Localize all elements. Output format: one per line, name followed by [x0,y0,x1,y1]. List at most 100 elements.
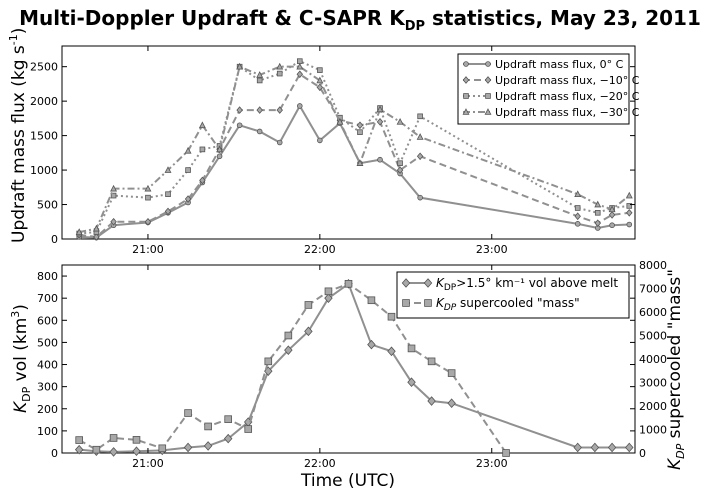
updraft-legend-label-1: Updraft mass flux, −10° C [495,74,640,87]
x-axis-label: Time (UTC) [300,471,395,491]
kdp-ytick-label: 600 [37,314,58,327]
kdp-legend-label-0: KDP>1.5° km⁻¹ vol above melt [436,276,618,293]
kdp-y2tick-label: 8000 [639,259,667,272]
updraft-series-0-point [377,156,383,163]
updraft-series-3-point [184,146,192,154]
updraft-series-2-point [397,160,403,166]
updraft-series-1-point [164,207,172,216]
updraft-series-1-point [626,208,633,217]
updraft-ytick-label: 1000 [30,164,58,177]
updraft-series-1-point [608,211,616,219]
updraft-legend-marker-3 [484,108,492,115]
updraft-series-1-point [296,70,304,79]
updraft-xtick-label: 22:00 [304,243,336,256]
kdp-panel: 0 100 200 300 400 500 600 700 800 0 1000 2000 3000 4… [9,259,687,491]
updraft-series-0-point [317,137,323,144]
updraft-series-0-line [79,103,630,239]
updraft-series-3-line [78,65,630,234]
kdp-y2tick-label: 7000 [639,283,667,296]
updraft-series-1-point [93,233,100,241]
updraft-ytick-label: 2000 [30,95,58,108]
kdp-legend: KDP>1.5° km⁻¹ vol above melt KDP supercoo… [396,271,630,319]
updraft-series-0-point [296,103,303,109]
updraft-series-1-point [396,166,404,174]
kdp-y2tick-label: 3000 [639,377,667,390]
kdp-series-1-point [427,357,436,366]
kdp-y-axis-label: KDP vol (km3) [9,304,33,413]
updraft-series-0-point [216,153,223,160]
updraft-series-1-point [144,217,152,226]
updraft-ytick-label: 2500 [30,61,58,74]
kdp-series-1-point [447,369,456,377]
kdp-series-1-point [284,331,293,340]
kdp-ytick-label: 100 [37,425,58,438]
kdp-ytick-label: 500 [37,336,58,349]
updraft-series-3-point [256,71,264,78]
updraft-series-3-point [92,224,100,232]
kdp-x-ticks: 21:00 22:00 23:00 [132,265,508,470]
kdp-series-1-point [344,279,353,288]
kdp-series-0-point [447,398,456,409]
updraft-series-2-point [594,210,601,216]
updraft-legend-marker-2 [485,93,491,99]
kdp-series-0-point [203,441,213,451]
updraft-ytick-label: 1500 [30,130,58,143]
kdp-y2tick-label: 0 [639,447,646,460]
kdp-xtick-label: 21:00 [132,457,164,470]
kdp-series-1-point [184,409,192,417]
updraft-x-ticks: 21:00 22:00 23:00 [132,46,508,256]
updraft-series-0-point [256,128,263,135]
kdp-legend-marker-1 [424,299,432,307]
updraft-ytick-label: 0 [51,233,58,246]
updraft-legend-marker-1 [484,76,492,84]
updraft-series-3-point [164,166,172,173]
updraft-series-2-point [199,146,206,153]
updraft-series-0-point [626,221,633,228]
kdp-series-0-point [625,442,634,453]
kdp-legend-box [396,271,630,319]
updraft-series-3-point [336,117,344,125]
kdp-series-1-point [264,357,273,366]
updraft-series-3-point [110,184,118,192]
updraft-series-3-point [625,191,633,199]
updraft-series-3-point [396,117,404,125]
kdp-ytick-label: 700 [37,292,58,305]
updraft-series-1-point [376,118,384,126]
updraft-series-2-point [357,129,363,135]
updraft-series-group [75,58,633,241]
kdp-y2tick-label: 2000 [639,400,667,413]
kdp-y2tick-label: 4000 [639,353,667,366]
updraft-series-3-point [574,190,582,197]
updraft-series-3-point [75,228,83,235]
chart-title: Multi-Doppler Updraft & C-SAPR KDP stati… [0,6,720,34]
updraft-series-3-point [594,200,602,208]
updraft-series-1-point [236,106,243,114]
kdp-series-0-point [607,442,617,453]
kdp-series-1-point [224,415,232,423]
updraft-y-axis-label: Updraft mass flux (kg s-1) [7,28,29,243]
kdp-series-1-point [407,344,416,353]
kdp-series-1-point [158,444,167,453]
updraft-series-1-point [110,217,117,226]
kdp-series-group [74,278,634,457]
updraft-series-1-point [276,106,283,114]
updraft-series-3-point [276,62,284,70]
updraft-legend-label-0: Updraft mass flux, 0° C [495,58,624,71]
updraft-series-3-point [296,62,304,70]
updraft-series-3-point [356,159,364,166]
kdp-series-0-point [132,446,141,457]
kdp-series-0-point [407,377,416,388]
updraft-series-2-point [165,191,171,197]
updraft-series-1-point [416,152,424,161]
kdp-series-1-point [204,422,212,431]
updraft-legend-marker-0 [485,61,491,67]
updraft-series-2-point [276,70,283,77]
kdp-legend-marker-1 [402,299,410,307]
kdp-series-0-point [573,442,582,453]
kdp-series-0-point [367,339,376,350]
title-main: Multi-Doppler Updraft & C-SAPR K [19,6,405,30]
kdp-legend-marker-0 [423,278,433,288]
kdp-ytick-label: 200 [37,403,58,416]
updraft-series-3-point [144,184,152,192]
